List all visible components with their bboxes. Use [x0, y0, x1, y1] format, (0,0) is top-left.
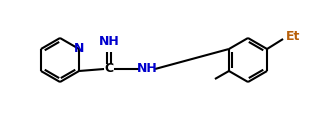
Text: NH: NH	[99, 35, 120, 48]
Text: Et: Et	[286, 30, 300, 42]
Text: N: N	[74, 42, 84, 55]
Text: C: C	[105, 62, 114, 75]
Text: NH: NH	[137, 62, 157, 75]
